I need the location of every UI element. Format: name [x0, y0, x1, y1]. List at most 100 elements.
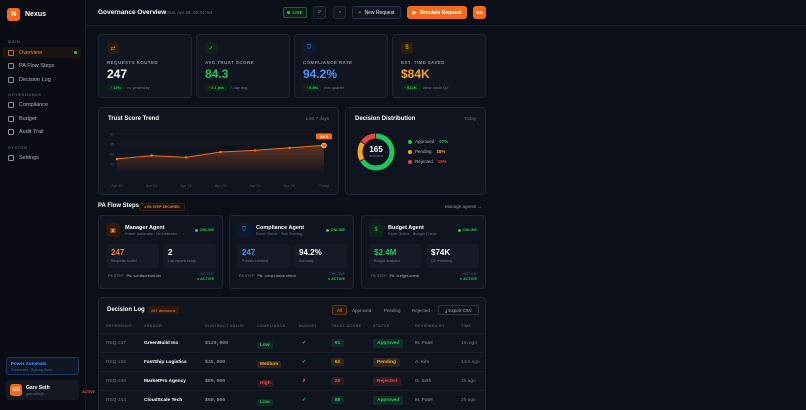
donut-slice-pending[interactable]	[357, 133, 395, 171]
sidebar-item-pa-flow-steps[interactable]: PA Flow Steps	[3, 60, 81, 71]
kpi-avg-trust-score: ✓ AVG TRUST SCORE 84.3 ↑ 2.1 pts 7-day av…	[196, 34, 290, 98]
play-icon: ▶	[412, 9, 417, 16]
donut-slice-approved[interactable]	[357, 133, 395, 171]
filter-all[interactable]: All	[332, 305, 348, 315]
cell-contract-value: $60,000	[205, 398, 226, 403]
column-header[interactable]: CONTRACT VALUE	[205, 324, 245, 328]
trend-point[interactable]	[288, 146, 291, 150]
sidebar-item-budget[interactable]: Budget	[3, 113, 81, 124]
cell-contract-value: $120,000	[205, 341, 229, 346]
power-automate-card[interactable]: Power Automate Connected · Syncing flows	[6, 357, 79, 375]
filter-rejected[interactable]: Rejected	[412, 307, 430, 313]
table-row[interactable]: REQ-245 MarketPro Agency $80,000 High ✗ 28 Rej…	[99, 371, 485, 390]
agent-state: ONE-TIME ● ACTIVE	[459, 272, 477, 281]
agent-subtitle: Excel Online · Risk Scoring	[256, 232, 303, 236]
user-email: garv.seth@...	[26, 391, 47, 396]
app-logo[interactable]: N Nexus	[7, 8, 46, 21]
pa-flow-title: PA Flow Steps	[98, 203, 140, 209]
agent-metric: $2.4M Budget analyzed	[369, 244, 422, 268]
table-row[interactable]: REQ-246 FastShip Logistics $35,000 Medium ✓ 6…	[99, 352, 485, 371]
sidebar-item-decision-log[interactable]: Decision Log	[3, 74, 81, 85]
agent-subtitle: Power Automate · Orchestrator	[125, 232, 178, 236]
kpi-label: REQUESTS ROUTED	[107, 60, 159, 65]
dollar-icon: $	[401, 42, 413, 54]
trend-point[interactable]	[115, 157, 119, 161]
live-badge: LIVE	[283, 7, 307, 18]
plus-icon: +	[358, 9, 362, 16]
agent-card-compliance[interactable]: ⛉ Compliance Agent Excel Online · Risk S…	[229, 215, 354, 289]
sidebar-item-overview[interactable]: Overview	[3, 47, 81, 58]
agent-state: ONE-TIME ● ACTIVE	[327, 272, 345, 281]
shield-icon: ⛉	[237, 223, 251, 237]
search-button[interactable]: ⌕	[313, 6, 326, 19]
dollar-icon: $	[369, 223, 383, 237]
y-tick-label: 80	[110, 153, 114, 157]
x-tick-label: Apr 22	[180, 184, 191, 188]
sidebar-item-settings[interactable]: Settings	[3, 152, 81, 163]
column-header[interactable]: TRUST SCORE	[331, 324, 362, 328]
cell-reference: REQ-244	[106, 398, 126, 403]
column-header[interactable]: TIME	[461, 324, 472, 328]
header-date: Sun, Apr 26, 05:34 AM	[167, 10, 213, 15]
new-request-button[interactable]: + New Request	[352, 6, 401, 19]
legend-dot	[408, 159, 412, 164]
log-icon	[8, 76, 14, 83]
flow-icon	[8, 62, 14, 69]
kpi-delta: ↑ 0.8%	[303, 84, 322, 91]
grid-icon	[8, 49, 14, 56]
sidebar-item-compliance[interactable]: Compliance	[3, 99, 81, 110]
agent-metric: 94.2% Accuracy	[294, 244, 347, 268]
decision-log-card: Decision Log 247 decisions All Approved …	[98, 297, 486, 410]
cell-time: 14m ago	[461, 360, 480, 365]
cell-status: Pending	[373, 358, 400, 367]
x-tick-label: Apr 20	[111, 184, 122, 188]
cell-vendor: GreenBuild Inc	[144, 341, 179, 346]
column-header[interactable]: STATUS	[373, 324, 390, 328]
agent-card-manager[interactable]: ▣ Manager Agent Power Automate · Orchest…	[98, 215, 223, 289]
cell-trust-score: 62	[331, 358, 344, 366]
trend-point[interactable]	[321, 142, 327, 149]
agent-card-budget[interactable]: $ Budget Agent Excel Online · Budget Che…	[361, 215, 486, 289]
simulate-request-button[interactable]: ▶ Simulate Request	[407, 6, 467, 19]
table-row[interactable]: REQ-244 CloudScale Tech $60,000 Low ✓ 88 Appro…	[99, 390, 485, 409]
column-header[interactable]: REFERENCE	[106, 324, 133, 328]
notifications-button[interactable]: ◔	[333, 6, 346, 19]
agent-subtitle: Excel Online · Budget Check	[388, 232, 437, 236]
y-tick-label: 90	[110, 133, 114, 137]
trend-range[interactable]: Last 7 days	[305, 116, 329, 121]
trend-point[interactable]	[219, 150, 222, 154]
sidebar-item-audit-trail[interactable]: Audit Trail	[3, 126, 81, 137]
filter-pending[interactable]: Pending	[384, 307, 401, 313]
table-row[interactable]: REQ-247 GreenBuild Inc $120,000 Low ✓ 91 Appro…	[99, 333, 485, 352]
cell-budget: ✓	[302, 341, 307, 346]
header-avatar[interactable]: GS	[473, 6, 486, 19]
trend-point[interactable]	[184, 156, 188, 159]
column-header[interactable]: COMPLIANCE	[257, 324, 286, 328]
legend-approved: Approved 67%	[408, 139, 448, 144]
donut-center-label: decisions	[368, 154, 384, 158]
trend-point[interactable]	[150, 154, 153, 157]
pa-step-secured-badge: ● PA STEP SECURED	[139, 203, 185, 211]
kpi-sub: labor costs Q2	[422, 85, 449, 90]
cell-compliance: Low	[257, 342, 273, 349]
trend-point[interactable]	[253, 149, 257, 152]
manage-agents-link[interactable]: Manage agents →	[445, 204, 482, 209]
column-header[interactable]: REVIEWED BY	[415, 324, 445, 328]
check-icon: ✓	[205, 42, 217, 54]
filter-approved[interactable]: Approved	[352, 307, 372, 313]
cell-reference: REQ-246	[106, 360, 126, 365]
pa-card-subtitle: Connected · Syncing flows	[11, 368, 53, 372]
column-header[interactable]: BUDGET	[299, 324, 317, 328]
agent-metric: 2 Low reports today	[163, 244, 216, 268]
agent-name: Compliance Agent	[256, 225, 305, 231]
cell-contract-value: $35,000	[205, 360, 226, 365]
export-csv-button[interactable]: ⤓ Export CSV	[438, 305, 479, 315]
top-header: Governance Overview Sun, Apr 26, 05:34 A…	[86, 0, 806, 26]
decision-log-title: Decision Log	[107, 307, 145, 313]
user-card[interactable]: GS Garv Seth garv.seth@...	[6, 380, 79, 400]
cell-status: Approved	[373, 396, 404, 405]
shield-icon: ⛉	[303, 42, 315, 54]
status-dot	[325, 228, 329, 232]
column-header[interactable]: VENDOR	[144, 324, 163, 328]
pa-card-title: Power Automate	[11, 361, 47, 366]
